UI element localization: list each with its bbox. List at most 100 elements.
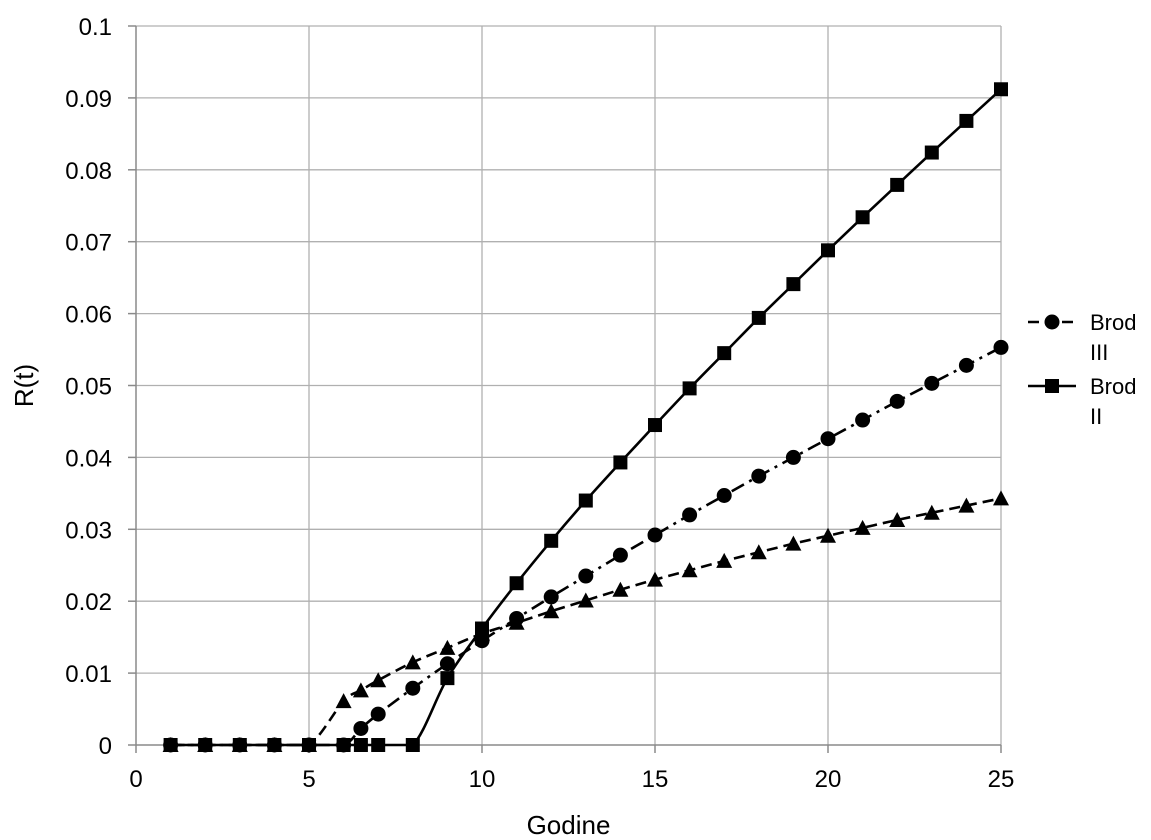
data-point — [716, 552, 733, 568]
data-point — [475, 621, 489, 636]
data-point — [785, 535, 802, 551]
y-tick-label: 0 — [99, 733, 112, 760]
data-point — [889, 393, 905, 409]
legend-item: Brod II — [1028, 374, 1136, 429]
data-point — [163, 738, 178, 752]
data-point — [717, 346, 732, 361]
data-point — [958, 357, 974, 373]
data-point — [544, 533, 559, 548]
tick-labels: 0 0.01 0.02 0.03 0.04 0.05 0.06 0.07 0.08 0.09 0.1… — [65, 14, 1014, 793]
data-point — [923, 504, 940, 520]
data-point — [821, 243, 835, 258]
x-tick-label: 20 — [815, 766, 842, 793]
data-point — [370, 706, 386, 722]
data-point — [785, 449, 801, 465]
data-point — [440, 671, 455, 686]
data-point — [924, 375, 940, 391]
data-point — [820, 527, 836, 543]
legend-label: Brod — [1090, 374, 1136, 399]
data-point — [371, 738, 386, 752]
data-point — [889, 511, 906, 527]
data-point — [439, 639, 456, 655]
data-point — [439, 656, 455, 672]
data-point — [820, 431, 836, 447]
x-tick-label: 0 — [129, 766, 142, 793]
data-point — [648, 418, 662, 433]
y-tick-label: 0.06 — [65, 302, 112, 329]
data-point — [612, 581, 629, 597]
data-point — [993, 339, 1009, 355]
data-point — [405, 680, 421, 696]
data-point — [578, 568, 594, 584]
data-point — [267, 738, 282, 752]
data-point — [993, 490, 1009, 506]
y-tick-label: 0.07 — [65, 230, 112, 257]
y-tick-label: 0.03 — [65, 517, 112, 544]
legend-label: II — [1090, 404, 1102, 429]
data-point — [352, 682, 369, 698]
data-point — [353, 720, 369, 736]
data-point — [302, 738, 316, 752]
data-point — [959, 113, 974, 128]
legend-swatch-marker — [1044, 314, 1060, 330]
series-line — [170, 346, 1002, 747]
data-point — [750, 544, 767, 560]
y-tick-label: 0.1 — [79, 14, 112, 41]
data-point — [370, 672, 387, 688]
y-tick-label: 0.04 — [65, 445, 112, 472]
data-point — [854, 519, 871, 535]
data-point — [543, 589, 559, 605]
data-point — [924, 145, 939, 160]
y-tick-label: 0.02 — [65, 589, 112, 616]
legend: Brod III Brod II — [1028, 310, 1136, 429]
y-tick-label: 0.05 — [65, 374, 112, 401]
y-tick-label: 0.08 — [65, 158, 112, 185]
y-tick-label: 0.09 — [65, 86, 112, 113]
data-point — [751, 468, 767, 484]
legend-label: III — [1090, 340, 1108, 365]
data-point — [613, 455, 628, 470]
legend-label: Brod — [1090, 310, 1136, 335]
legend-item: Brod III — [1028, 310, 1136, 365]
data-point — [855, 210, 870, 225]
data-point — [682, 507, 698, 523]
data-point — [335, 693, 352, 709]
series-layer — [162, 82, 1009, 753]
axes — [128, 25, 1002, 753]
data-point — [681, 562, 698, 578]
data-point — [474, 633, 490, 649]
data-point — [336, 738, 351, 752]
data-point — [958, 497, 975, 513]
data-point — [509, 576, 524, 591]
data-point — [647, 527, 663, 543]
data-point — [353, 738, 368, 752]
data-point — [994, 82, 1008, 97]
y-tick-label: 0.01 — [65, 661, 112, 688]
data-point — [786, 277, 801, 292]
y-axis-label: R(t) — [9, 364, 39, 407]
x-axis-label: Godine — [527, 810, 611, 840]
series-line — [170, 88, 1002, 747]
data-point — [751, 310, 766, 325]
data-point — [405, 738, 420, 752]
legend-swatch-marker — [1045, 379, 1059, 393]
data-point — [855, 412, 871, 428]
data-point — [543, 603, 560, 619]
data-point — [612, 547, 628, 563]
data-point — [509, 610, 525, 626]
data-point — [198, 738, 213, 752]
data-point — [232, 738, 247, 752]
x-tick-label: 15 — [642, 766, 669, 793]
data-point — [716, 488, 732, 504]
grid — [136, 25, 1002, 745]
data-point — [647, 571, 663, 587]
data-point — [577, 592, 594, 608]
series-line — [170, 497, 1002, 747]
x-tick-label: 5 — [302, 766, 315, 793]
data-point — [890, 177, 905, 192]
x-tick-label: 25 — [988, 766, 1015, 793]
data-point — [682, 381, 697, 396]
x-tick-label: 10 — [469, 766, 496, 793]
series-circle — [163, 339, 1009, 753]
